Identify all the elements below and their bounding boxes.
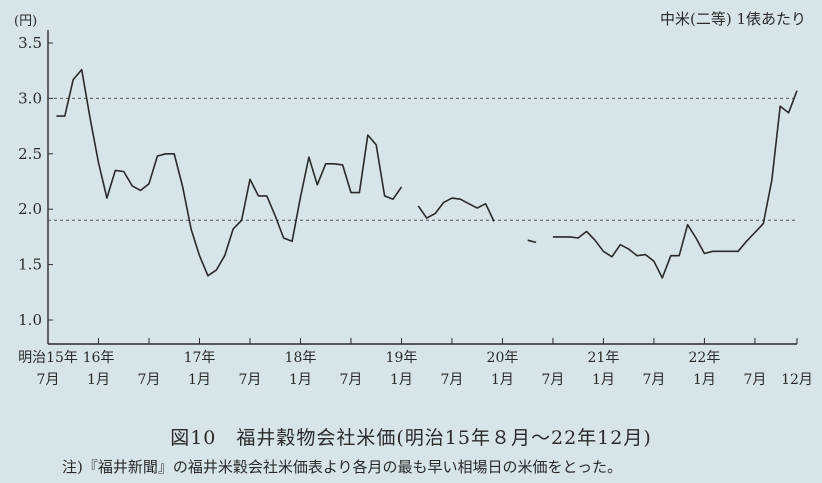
x-tick-month-label: 7月 [642, 372, 665, 388]
y-tick-label: 1.0 [18, 311, 42, 329]
y-axis-unit-label: (円) [14, 14, 37, 29]
x-tick-month-label: 1月 [289, 372, 312, 388]
x-tick-month-label: 1月 [188, 372, 211, 388]
price-line-chart: 3.5 3.0 2.5 2.0 1.5 1.0 明治15年 7月 16年 1月 7月 17年 1月 7月… [14, 10, 813, 388]
x-tick-year-label: 16年 [83, 350, 115, 366]
x-tick-month-label: 7月 [440, 372, 463, 388]
x-tick-labels: 明治15年 7月 16年 1月 7月 17年 1月 7月 18年 1月 7月 19年 1月 7月 20年 1月… [18, 350, 813, 388]
y-tick-label: 3.0 [18, 89, 42, 107]
y-tick-label: 3.5 [18, 34, 42, 52]
x-tick-year-label: 19年 [386, 350, 418, 366]
x-tick-month-label: 7月 [541, 372, 564, 388]
y-tick-label: 1.5 [18, 256, 42, 274]
series-line-segment [552, 90, 798, 279]
x-tick-month-label: 1月 [87, 372, 110, 388]
series-description-label: 中米(二等) 1俵あたり [660, 10, 806, 28]
x-tick-month-label: 12月 [781, 372, 813, 388]
x-tick-month-label: 7月 [743, 372, 766, 388]
x-tick-year-label: 17年 [184, 350, 216, 366]
x-tick-month-label: 7月 [37, 372, 60, 388]
series-line-segment [417, 197, 495, 222]
x-tick-month-label: 7月 [239, 372, 262, 388]
reference-lines [48, 97, 797, 221]
x-tick-month-label: 1月 [592, 372, 615, 388]
x-tick-month-label: 1月 [491, 372, 514, 388]
x-tick-year-label: 22年 [689, 350, 721, 366]
y-tick-labels: 3.5 3.0 2.5 2.0 1.5 1.0 [18, 34, 42, 329]
x-tick-month-label: 1月 [390, 372, 413, 388]
x-tick-year-label: 18年 [285, 350, 317, 366]
figure-note: 注)『福井新聞』の福井米穀会社米価表より各月の最も早い相場日の米価をとった。 [62, 458, 623, 476]
figure-caption: 図10 福井穀物会社米価(明治15年８月〜22年12月) [170, 427, 652, 449]
y-tick-label: 2.5 [18, 145, 42, 163]
series-line-segment [527, 239, 537, 244]
chart-axes [47, 30, 798, 345]
y-tick-label: 2.0 [18, 200, 42, 218]
x-tick-year-label: 20年 [487, 350, 519, 366]
x-tick-month-label: 7月 [340, 372, 363, 388]
series-line-segment [56, 68, 403, 277]
price-series [56, 68, 798, 279]
x-tick-month-label: 7月 [138, 372, 161, 388]
x-tick-year-label: 明治15年 [18, 350, 78, 366]
x-tick-year-label: 21年 [588, 350, 620, 366]
x-tick-month-label: 1月 [693, 372, 716, 388]
